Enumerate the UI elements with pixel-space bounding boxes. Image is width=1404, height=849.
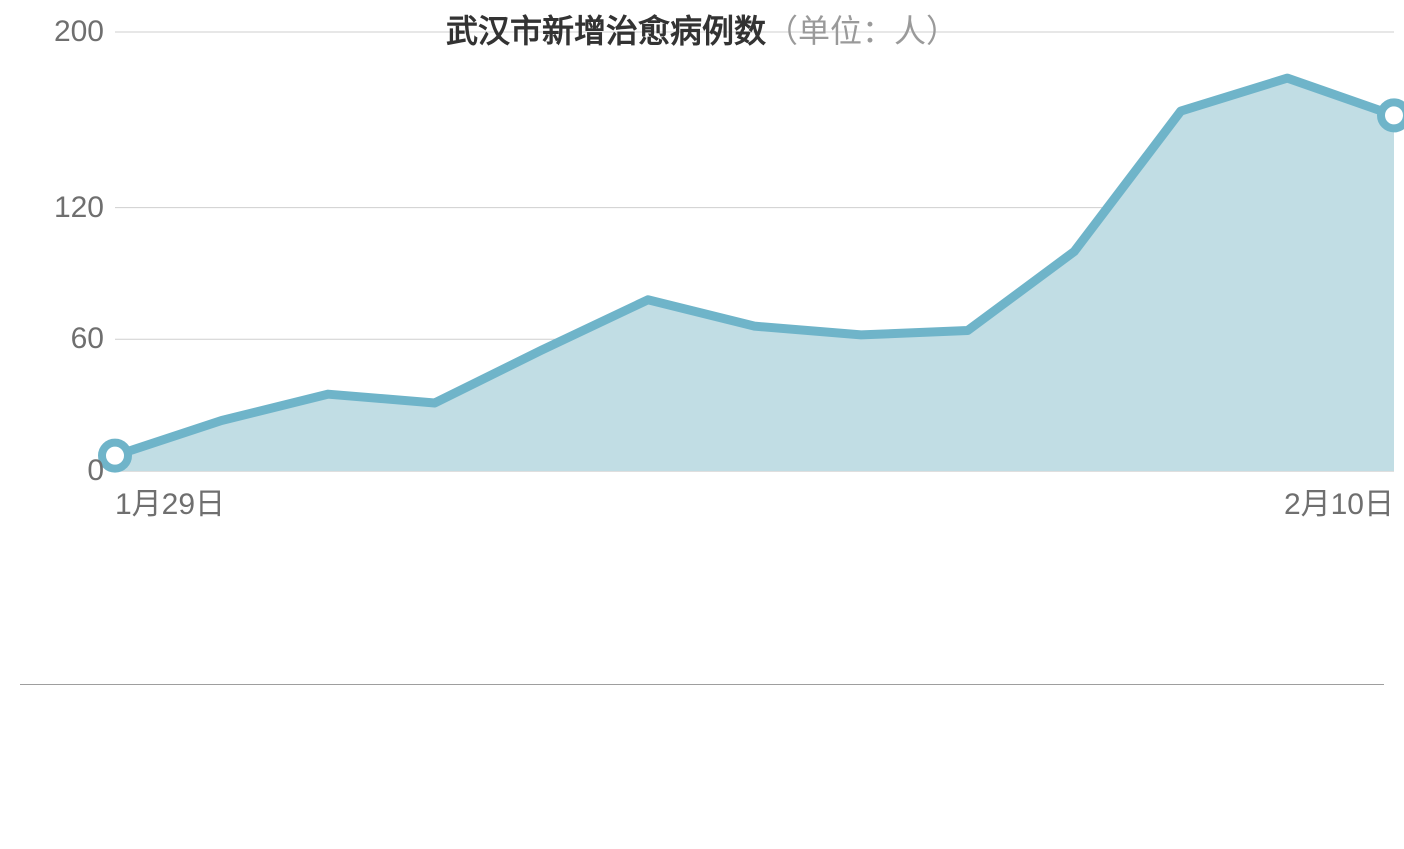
chart-plot bbox=[0, 0, 1404, 849]
chart-title-unit: （单位：人） bbox=[766, 13, 958, 49]
x-axis-label-start: 1月29日 bbox=[115, 479, 225, 523]
y-tick-label: 0 bbox=[87, 454, 104, 488]
chart-container: 武汉市新增治愈病例数（单位：人） 0 60 120 200 1月29日 2月10日 bbox=[0, 0, 1404, 849]
y-tick-label: 200 bbox=[54, 15, 104, 49]
x-axis-label-end: 2月10日 bbox=[1284, 479, 1394, 523]
y-tick-label: 120 bbox=[54, 191, 104, 225]
y-tick-label: 60 bbox=[71, 322, 104, 356]
chart-title-row: 武汉市新增治愈病例数（单位：人） bbox=[0, 6, 1404, 52]
footer-divider bbox=[20, 684, 1384, 685]
chart-title-main: 武汉市新增治愈病例数 bbox=[446, 13, 766, 49]
